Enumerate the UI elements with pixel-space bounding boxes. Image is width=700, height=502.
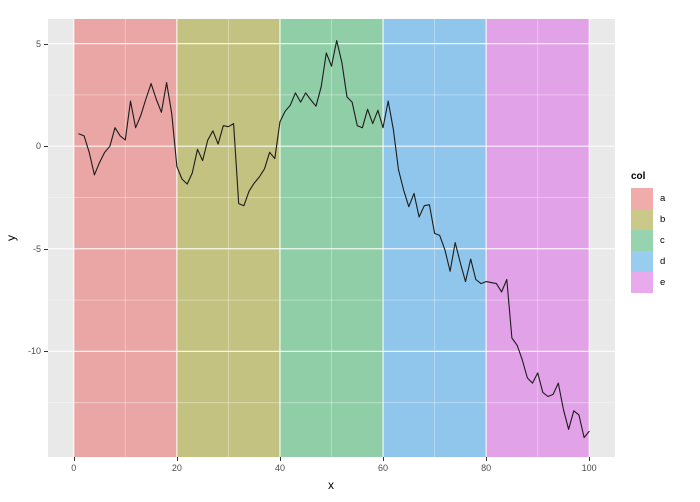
legend-label: c: [660, 235, 665, 246]
x-tick-label: 0: [71, 463, 77, 473]
y-tick-mark: [44, 248, 48, 250]
chart-canvas: [48, 19, 615, 457]
x-tick-mark: [383, 457, 384, 461]
y-tick-mark: [44, 146, 48, 148]
band-d: [383, 19, 487, 457]
x-tick-label: 60: [377, 463, 389, 473]
y-tick-label: 5: [35, 38, 41, 49]
legend-label: b: [660, 214, 666, 225]
x-tick-mark: [73, 457, 75, 461]
x-tick-mark: [589, 457, 591, 461]
legend-label: e: [660, 277, 666, 288]
legend-item-d: d: [631, 251, 665, 272]
legend-item-a: a: [631, 188, 665, 209]
plot-panel: [48, 19, 615, 457]
x-tick-label: 40: [274, 463, 286, 473]
x-tick-mark: [176, 457, 178, 461]
y-tick-label: 0: [35, 141, 41, 152]
legend-label: d: [660, 256, 666, 267]
x-tick-mark: [280, 457, 281, 461]
legend-swatch-e: [631, 272, 653, 293]
band-c: [279, 19, 384, 457]
x-tick-label: 100: [581, 463, 597, 473]
legend-item-b: b: [631, 209, 665, 230]
band-a: [73, 19, 177, 457]
data-series-line: [78, 39, 590, 439]
x-tick-label: 20: [171, 463, 182, 473]
legend-item-c: c: [631, 230, 665, 251]
legend-swatch-d: [631, 251, 653, 272]
legend-swatch-a: [631, 188, 653, 209]
legend-title: col: [631, 171, 646, 182]
legend-swatch-b: [631, 209, 653, 230]
y-axis-title: y: [4, 235, 18, 241]
legend-item-e: e: [631, 272, 665, 293]
x-tick-mark: [486, 457, 488, 461]
y-tick-mark: [44, 43, 48, 45]
y-tick-mark: [44, 351, 48, 353]
band-e: [486, 19, 590, 457]
y-tick-label: -10: [27, 346, 41, 357]
legend-label: a: [660, 193, 666, 204]
legend-swatch-c: [631, 230, 653, 251]
x-tick-label: 80: [481, 463, 492, 473]
y-tick-label: -5: [32, 243, 41, 254]
x-axis-title: x: [328, 478, 334, 492]
band-b: [176, 19, 280, 457]
